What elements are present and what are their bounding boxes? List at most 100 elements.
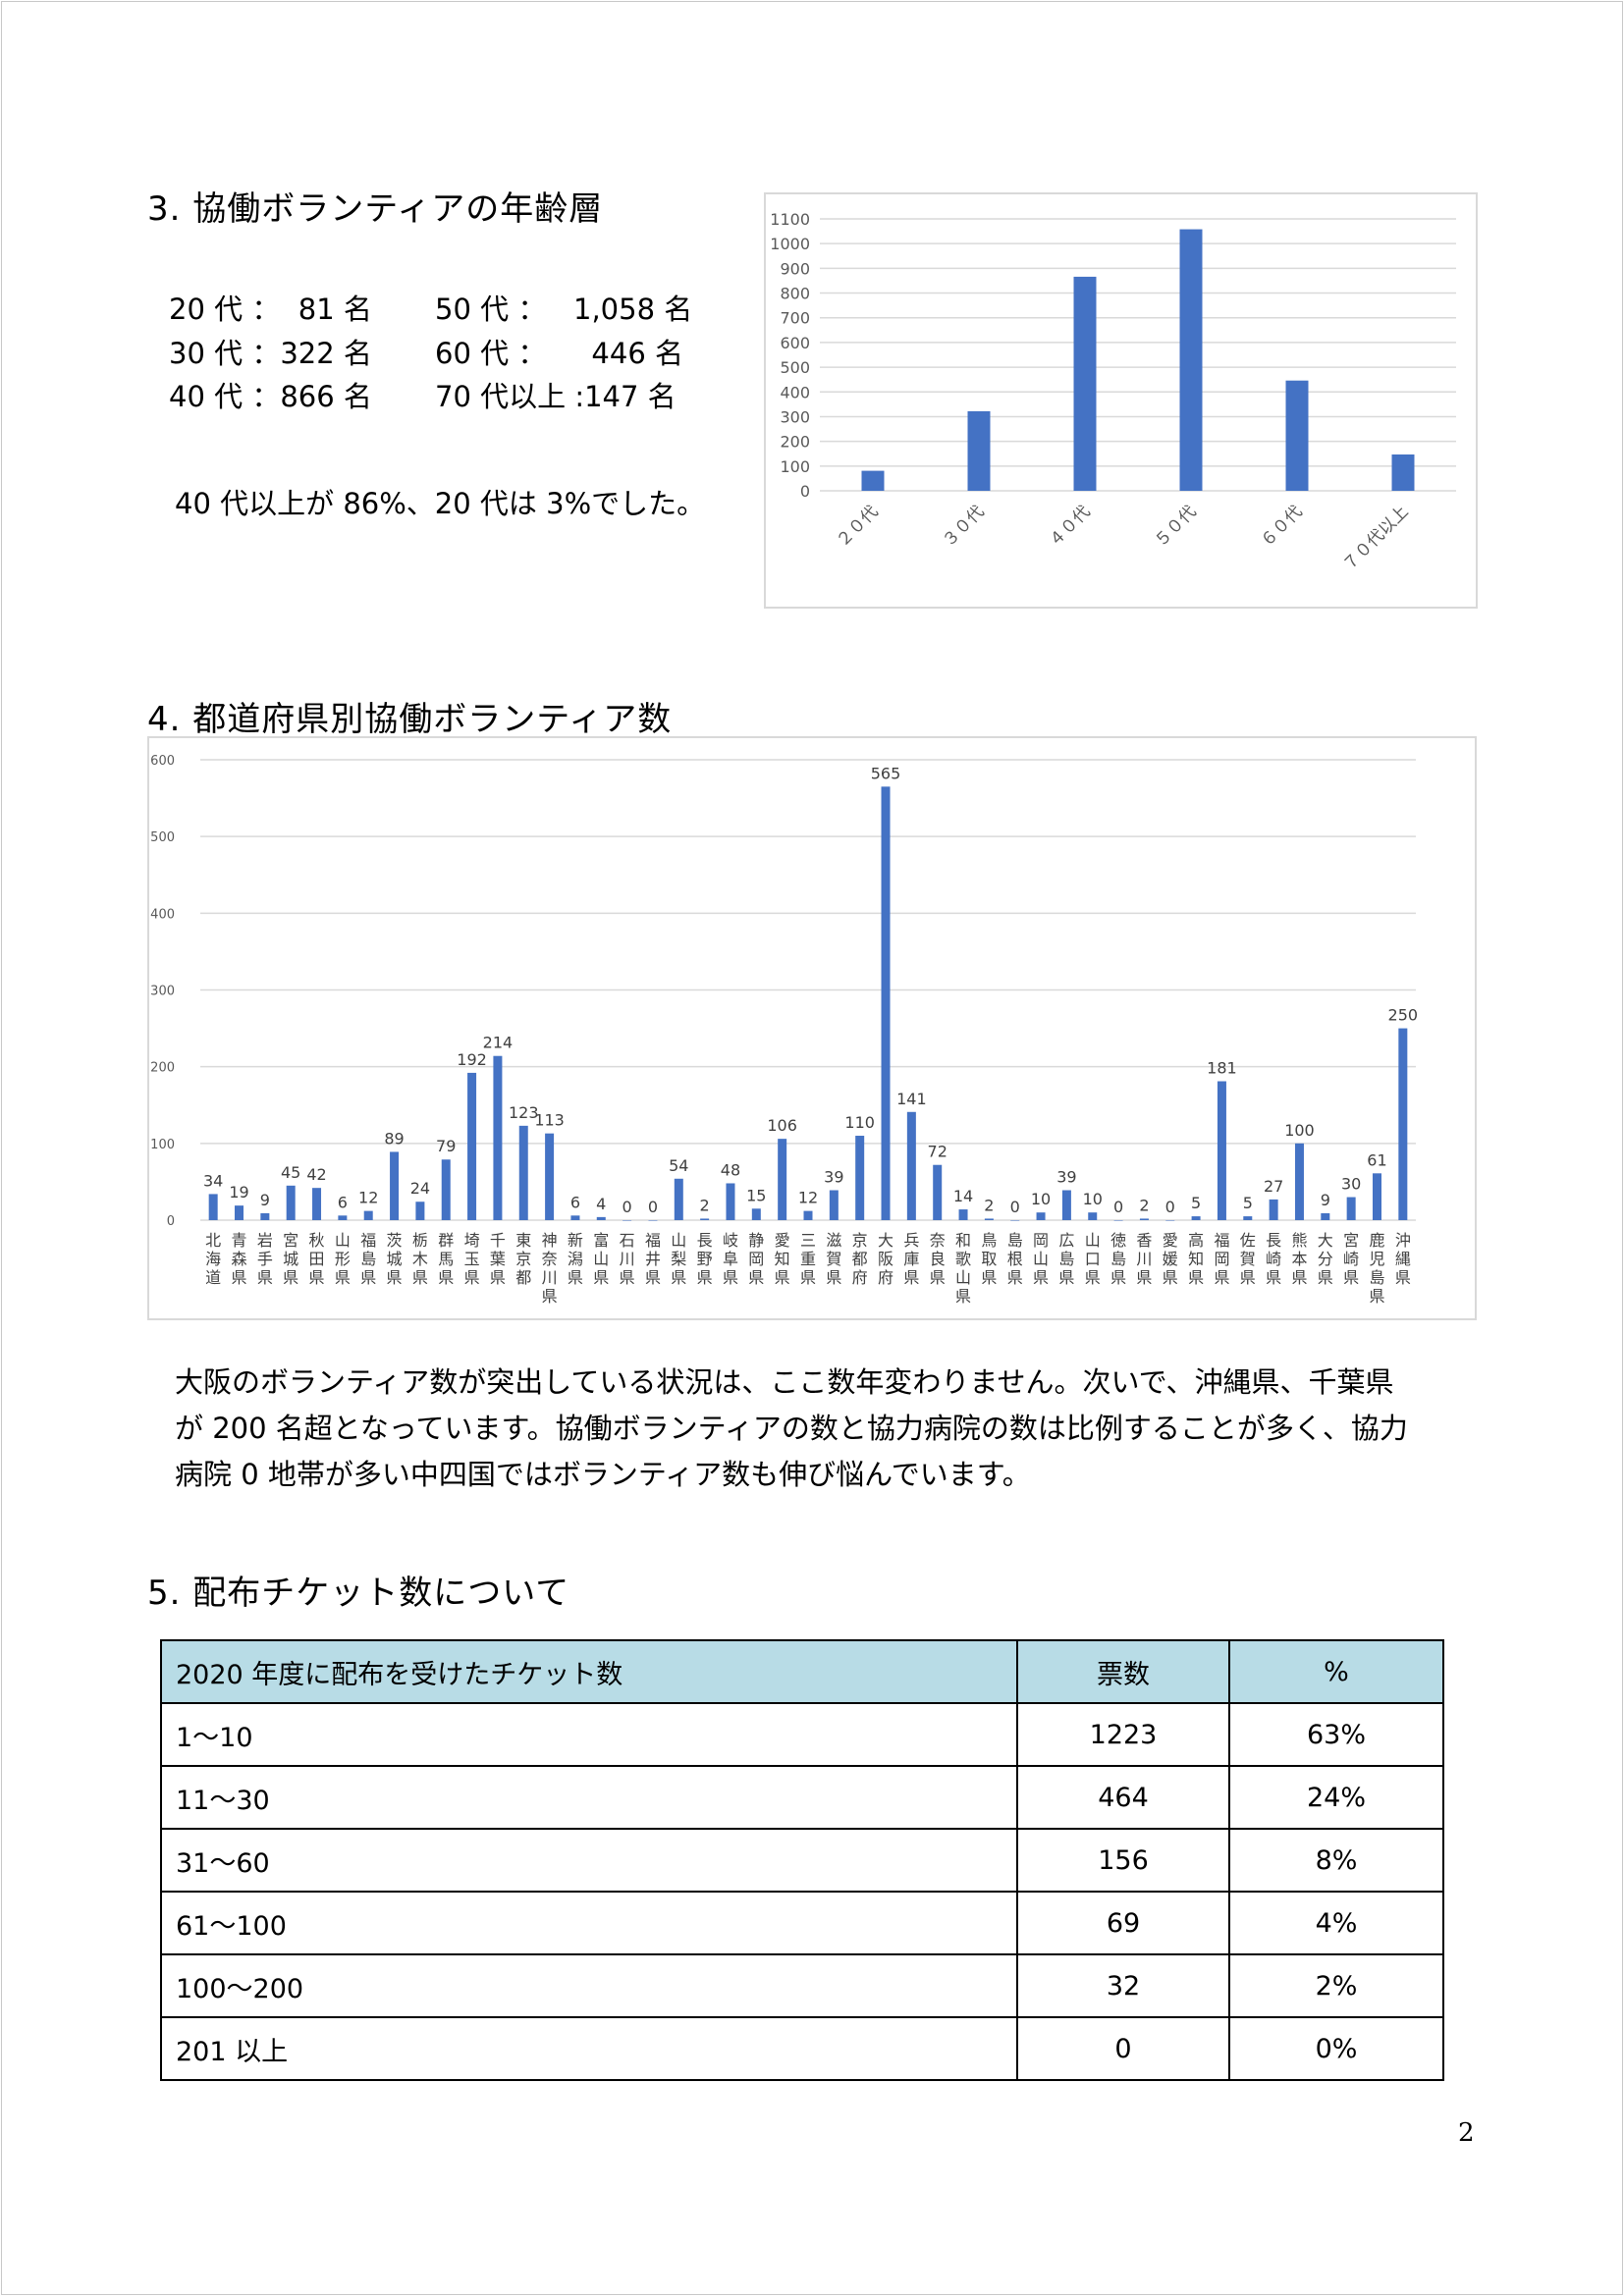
bar (1165, 1220, 1175, 1221)
prefecture-chart: 0 100 200 300 400 500 600 34 北海道 19 青森県 9 岩手県 45 宮城県 42… (147, 736, 1477, 1320)
y-tick-label: 700 (780, 309, 810, 328)
prefecture-chart-svg: 010020030040050060034北海道19青森県9岩手県45宮城県42… (150, 754, 1419, 1306)
table-header-row: 2020 年度に配布を受けたチケット数 票数 % (160, 1639, 1444, 1704)
x-tick-label: 兵庫県 (903, 1231, 919, 1287)
table-row: 1～10 1223 63% (160, 1702, 1444, 1767)
data-label: 192 (457, 1050, 487, 1069)
x-tick-label: 山梨県 (671, 1231, 686, 1287)
data-label: 61 (1367, 1150, 1386, 1169)
bar (881, 786, 891, 1220)
x-tick-label: 静岡県 (748, 1231, 764, 1287)
data-label: 113 (534, 1111, 565, 1130)
cell-votes: 0 (1016, 2016, 1230, 2081)
data-label: 123 (509, 1103, 539, 1122)
bar (829, 1190, 839, 1220)
data-label: 19 (229, 1183, 248, 1201)
data-label: 0 (1113, 1198, 1123, 1216)
y-tick-label: 300 (150, 985, 175, 999)
bar (208, 1194, 218, 1220)
data-label: 0 (1010, 1198, 1020, 1216)
data-label: 9 (1321, 1191, 1330, 1209)
y-tick-label: 0 (800, 482, 810, 501)
cell-votes: 464 (1016, 1765, 1230, 1830)
x-tick-label: 香川県 (1136, 1231, 1152, 1287)
x-tick-label: 青森県 (232, 1231, 247, 1287)
bar (623, 1220, 632, 1221)
data-label: 5 (1191, 1194, 1201, 1212)
bar (596, 1216, 606, 1220)
data-label: 2 (700, 1196, 710, 1214)
bar (674, 1178, 683, 1220)
bar (984, 1218, 994, 1220)
data-label: 34 (203, 1171, 223, 1190)
x-tick-label: ４０代 (1045, 502, 1094, 551)
bar (467, 1072, 477, 1220)
y-tick-label: 0 (167, 1214, 175, 1229)
data-label: 6 (338, 1193, 348, 1211)
cell-votes: 156 (1016, 1828, 1230, 1893)
x-tick-label: 栃木県 (412, 1231, 428, 1287)
cell-percent: 4% (1228, 1891, 1444, 1955)
bar (1073, 276, 1097, 491)
bar (1061, 1190, 1071, 1220)
data-label: 9 (260, 1191, 270, 1209)
y-tick-label: 100 (780, 457, 810, 476)
y-tick-label: 1000 (770, 235, 810, 253)
table-row: 100～200 32 2% (160, 1953, 1444, 2018)
bar (1113, 1220, 1123, 1221)
data-label: 100 (1284, 1121, 1315, 1140)
table-row: 201 以上 0 0% (160, 2016, 1444, 2081)
bar (312, 1188, 322, 1220)
table-row: 31～60 156 8% (160, 1828, 1444, 1893)
cell-percent: 0% (1228, 2016, 1444, 2081)
bar (906, 1111, 916, 1220)
bar (958, 1209, 968, 1220)
bar (1010, 1220, 1020, 1221)
bar (570, 1215, 580, 1220)
bar (967, 410, 991, 491)
data-label: 12 (358, 1189, 378, 1207)
data-label: 181 (1207, 1059, 1237, 1078)
cell-range: 31～60 (160, 1828, 1018, 1893)
age-line-2-right: 60 代 ： 446 名 (435, 337, 683, 370)
x-tick-label: 和歌山県 (955, 1231, 971, 1306)
header-votes: 票数 (1016, 1639, 1230, 1704)
data-label: 30 (1341, 1175, 1361, 1194)
data-label: 27 (1264, 1177, 1283, 1196)
bar (1321, 1212, 1330, 1220)
bar (493, 1055, 503, 1220)
cell-percent: 2% (1228, 1953, 1444, 2018)
bar (1243, 1216, 1253, 1220)
page-number: 2 (1458, 2118, 1475, 2148)
x-tick-label: 広島県 (1058, 1231, 1074, 1287)
age-line-1-left: 20 代 ： 81 名 (169, 293, 372, 326)
x-tick-label: 福島県 (360, 1231, 376, 1287)
age-line-3-right: 70 代以上 :147 名 (435, 380, 677, 413)
data-label: 72 (928, 1143, 947, 1161)
y-tick-label: 400 (150, 907, 175, 922)
bar (933, 1164, 943, 1220)
data-label: 24 (410, 1179, 430, 1198)
data-label: 4 (596, 1195, 606, 1213)
y-tick-label: 800 (780, 285, 810, 303)
data-label: 250 (1388, 1006, 1419, 1025)
x-tick-label: 福岡県 (1214, 1231, 1229, 1287)
x-tick-label: ７０代以上 (1339, 502, 1412, 574)
bar (1139, 1218, 1149, 1220)
x-tick-label: 岐阜県 (723, 1231, 738, 1287)
cell-votes: 1223 (1016, 1702, 1230, 1767)
y-tick-label: 200 (150, 1061, 175, 1076)
y-tick-label: 900 (780, 259, 810, 278)
x-tick-label: 宮崎県 (1343, 1231, 1359, 1287)
cell-range: 61～100 (160, 1891, 1018, 1955)
x-tick-label: 徳島県 (1110, 1231, 1126, 1287)
x-tick-label: ２０代 (833, 502, 882, 551)
data-label: 110 (844, 1113, 875, 1132)
section3-heading: 3. 協働ボランティアの年齢層 (147, 189, 604, 229)
data-label: 48 (721, 1160, 740, 1179)
cell-percent: 8% (1228, 1828, 1444, 1893)
section5-heading: 5. 配布チケット数について (147, 1574, 570, 1613)
data-label: 2 (1139, 1196, 1149, 1214)
y-tick-label: 400 (780, 383, 810, 401)
bar (441, 1159, 451, 1220)
